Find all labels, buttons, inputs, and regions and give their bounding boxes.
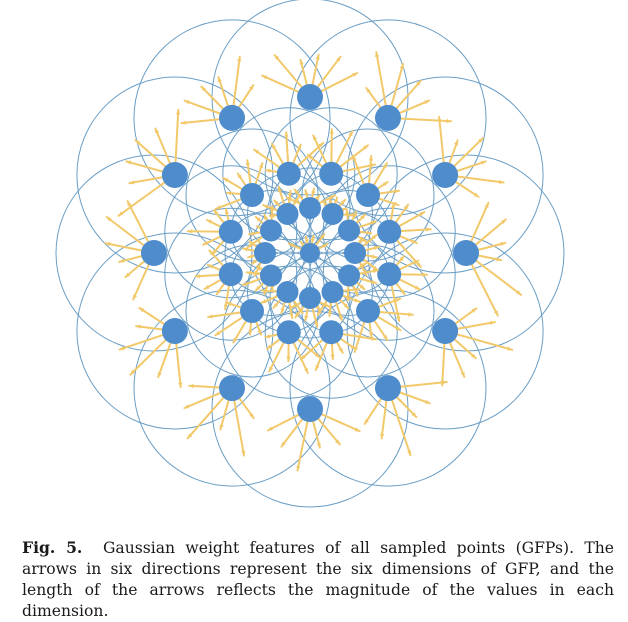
caption-text: Gaussian weight features of all sampled … <box>22 539 614 620</box>
gfp-diagram <box>0 0 628 515</box>
sampled-point-dot <box>299 197 321 219</box>
gfp-arrow-head <box>227 191 232 195</box>
gfp-arrow-head <box>216 205 221 209</box>
gfp-arrow-head <box>447 119 452 123</box>
gfp-arrow-head <box>196 274 201 278</box>
sampled-point <box>453 203 521 316</box>
sampled-point <box>262 55 357 110</box>
sampled-point <box>308 129 375 186</box>
gfp-arrow-head <box>176 110 180 115</box>
sampled-point-dot <box>432 162 458 188</box>
gfp-arrow-head <box>158 372 162 377</box>
sampled-point-dot <box>240 299 264 323</box>
sampled-point-dot <box>375 375 401 401</box>
sampled-point-dot <box>319 320 343 344</box>
sampled-point-dot <box>162 318 188 344</box>
sampled-point-dot <box>338 220 360 242</box>
sampled-point <box>432 308 512 385</box>
sampled-point-dot <box>219 105 245 131</box>
figure-caption: Fig. 5. Gaussian weight features of all … <box>22 537 614 622</box>
sampled-point-dot <box>254 242 276 264</box>
sampled-point-dot <box>377 262 401 286</box>
gfp-arrow-head <box>185 100 190 104</box>
sampled-point-dot <box>260 220 282 242</box>
sampled-point-dot <box>219 262 243 286</box>
sampled-point-dot <box>432 318 458 344</box>
gfp-arrow-head <box>284 132 288 137</box>
gfp-arrow-head <box>481 161 486 165</box>
sampled-point-dot <box>141 240 167 266</box>
sampled-point-dot <box>322 281 344 303</box>
sampled-point <box>181 57 253 131</box>
sampled-point-dot <box>338 265 360 287</box>
sampled-point-dot <box>319 162 343 186</box>
sampled-points <box>106 52 522 471</box>
gfp-figure <box>0 0 628 515</box>
gfp-arrow-head <box>189 384 194 388</box>
sampled-point-dot <box>277 203 299 225</box>
sampled-point-dot <box>277 281 299 303</box>
gfp-arrow-head <box>188 229 193 233</box>
sampled-point-dot <box>297 396 323 422</box>
gfp-arrow-head <box>259 163 263 168</box>
sampled-point <box>184 375 253 456</box>
sampled-point-dot <box>377 220 401 244</box>
sampled-point <box>268 396 360 471</box>
gfp-arrow-head <box>408 312 413 316</box>
sampled-point <box>365 375 447 455</box>
gfp-arrow-head <box>369 156 373 161</box>
gfp-arrow-head <box>423 272 428 276</box>
sampled-point-dot <box>260 265 282 287</box>
sampled-point <box>432 117 504 197</box>
sampled-point-dot <box>375 105 401 131</box>
sampled-point-dot <box>277 162 301 186</box>
gfp-arrow-head <box>426 227 431 231</box>
sampled-point-dot <box>297 84 323 110</box>
sampled-point-dot <box>356 183 380 207</box>
sampled-point-dot <box>299 287 321 309</box>
sampled-point <box>263 187 299 225</box>
sampled-point <box>208 299 264 343</box>
gfp-arrow-head <box>354 298 359 302</box>
sampled-point-dot <box>219 220 243 244</box>
sampled-point-dot <box>277 320 301 344</box>
gfp-arrow-head <box>407 450 411 455</box>
caption-label: Fig. 5. <box>22 538 82 557</box>
sampled-point <box>106 201 168 299</box>
gfp-arrow-head <box>218 77 222 82</box>
sampled-point-dot <box>219 375 245 401</box>
sampled-point-dot <box>162 162 188 188</box>
sampled-point-dot <box>453 240 479 266</box>
sampled-point-dot <box>300 243 320 263</box>
gfp-arrow-head <box>425 400 430 404</box>
gfp-arrow-head <box>286 357 290 362</box>
sampled-point-dot <box>322 203 344 225</box>
gfp-arrow-head <box>330 129 334 134</box>
sampled-point-dot <box>240 183 264 207</box>
sampled-point-dot <box>344 242 366 264</box>
gfp-arrow-head <box>330 355 334 360</box>
